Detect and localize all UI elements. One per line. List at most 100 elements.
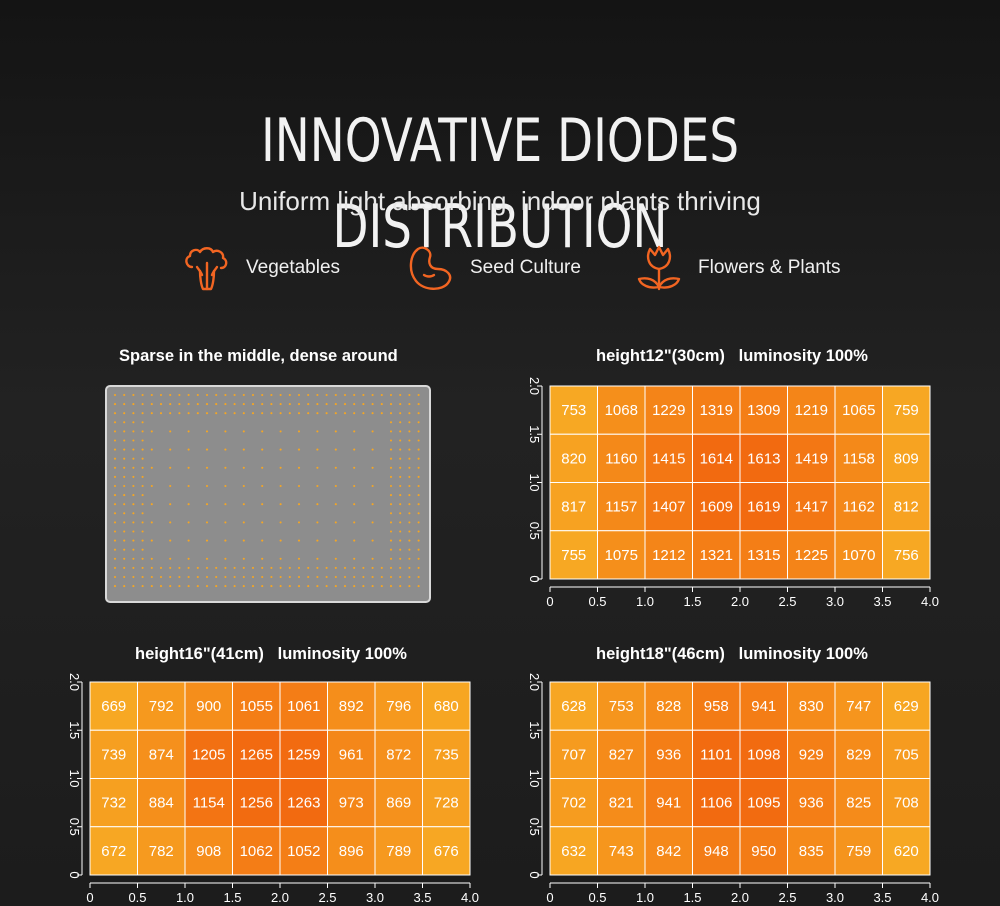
diode-dot — [132, 457, 135, 460]
diode-dot — [389, 530, 393, 533]
diode-dot — [399, 548, 402, 551]
diode-dot — [196, 585, 199, 588]
diode-dot — [371, 412, 374, 415]
diode-dot — [169, 585, 172, 588]
diode-dot — [159, 403, 163, 406]
diode-dot — [169, 393, 172, 397]
diode-grid — [113, 393, 420, 588]
diode-dot — [224, 403, 227, 406]
diode-dot — [307, 585, 310, 588]
cell-value-label: 908 — [196, 843, 221, 860]
tulip-flower-icon — [637, 245, 681, 291]
diode-dot — [159, 566, 163, 569]
diode-dot — [123, 393, 126, 397]
diode-dot — [380, 403, 383, 406]
diode-dot — [123, 412, 126, 415]
diode-dot — [325, 393, 328, 397]
diode-dot — [389, 393, 393, 397]
diode-dot — [141, 393, 144, 397]
diode-dot — [399, 494, 402, 497]
heatmap-cell — [549, 826, 598, 876]
heatmap-cell — [882, 826, 931, 876]
diode-dot — [150, 466, 153, 469]
diode-dot — [417, 503, 420, 506]
diode-dot — [307, 393, 310, 397]
diode-dot — [196, 412, 199, 415]
heatmap-12in: 753 1068 1229 1319 1309 1219 1065 759 820 1160 141… — [527, 377, 939, 609]
diode-dot — [389, 539, 393, 542]
diode-dot — [113, 585, 117, 588]
diode-dot — [389, 575, 393, 579]
diode-dot — [353, 448, 356, 451]
diode-dot — [371, 521, 374, 524]
heatmap-cell — [374, 729, 423, 779]
diode-dot — [270, 585, 273, 588]
cell-value-label: 872 — [386, 746, 411, 763]
heatmap-cell — [137, 778, 186, 828]
heatmap-cell — [692, 530, 741, 580]
diode-dot — [288, 412, 291, 415]
diode-dot — [113, 521, 117, 524]
cell-value-label: 1225 — [795, 547, 828, 564]
x-tick-label: 0 — [86, 890, 93, 905]
feature-flowers-plants: Flowers & Plants — [632, 238, 841, 298]
y-tick-label: 1.5 — [67, 721, 82, 739]
diode-dot — [389, 457, 393, 460]
heatmap-cell — [739, 729, 788, 779]
heatmap-cell — [644, 681, 693, 731]
cell-value-label: 1419 — [795, 450, 828, 467]
diode-dot — [205, 557, 209, 560]
diode-dot — [196, 575, 199, 579]
diode-dot — [408, 548, 411, 551]
diode-dot — [408, 403, 411, 406]
diode-dot — [196, 403, 199, 406]
heatmap-cell — [232, 826, 281, 876]
diode-dot — [417, 566, 420, 569]
x-tick-label: 3.5 — [873, 594, 891, 609]
cell-value-label: 1609 — [700, 499, 733, 516]
diode-dot — [334, 566, 337, 569]
diode-dot — [113, 412, 117, 415]
diode-dot — [224, 557, 227, 560]
x-tick-label: 3.5 — [873, 890, 891, 905]
cell-value-label: 1061 — [287, 698, 320, 715]
diode-dot — [417, 521, 420, 524]
diode-dot — [334, 448, 337, 451]
feature-label: Flowers & Plants — [698, 257, 841, 278]
diode-dot — [417, 448, 420, 451]
heatmap-cell — [834, 482, 883, 532]
y-tick-label: 1.0 — [527, 769, 542, 787]
diode-dot — [408, 421, 411, 424]
cell-value-label: 782 — [149, 843, 174, 860]
feature-label: Vegetables — [246, 257, 341, 278]
diode-dot — [224, 448, 227, 451]
diode-dot — [389, 566, 393, 569]
y-tick-label: 1.5 — [527, 425, 542, 443]
cell-value-label: 1158 — [843, 450, 875, 467]
diode-dot — [113, 494, 117, 497]
diode-dot — [408, 430, 411, 433]
diode-dot — [150, 521, 153, 524]
diode-dot — [389, 521, 393, 524]
diode-dot — [417, 439, 420, 442]
y-tick-label: 0 — [67, 871, 82, 878]
diode-dot — [408, 512, 411, 515]
diode-dot — [141, 448, 144, 451]
diode-dot — [417, 575, 420, 579]
diode-dot — [159, 393, 163, 397]
cell-value-label: 1309 — [747, 402, 780, 419]
diode-dot — [417, 393, 420, 397]
heatmap-cell — [834, 385, 883, 435]
diode-dot — [224, 412, 227, 415]
heatmap-cell — [374, 778, 423, 828]
diode-dot — [242, 448, 245, 451]
cell-value-label: 756 — [894, 547, 919, 564]
cell-value-label: 732 — [101, 795, 126, 812]
diode-dot — [141, 512, 144, 515]
diode-dot — [141, 530, 144, 533]
diode-dot — [123, 475, 126, 478]
diode-dot — [399, 421, 402, 424]
diode-dot — [242, 503, 245, 506]
cell-value-label: 809 — [894, 450, 919, 467]
diode-dot — [316, 412, 319, 415]
